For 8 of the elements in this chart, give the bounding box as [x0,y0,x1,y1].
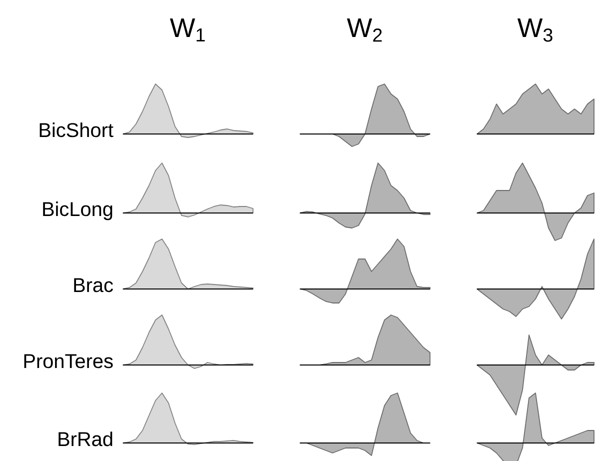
y-axis-title: Brac [74,278,113,292]
y-axis-title: PronTeres [24,354,113,368]
y-axis-title: BrRad [58,432,112,446]
chart-title: W$_{1}$ [170,18,205,42]
y-axis-title: BicLong [43,202,112,220]
chart-title: W$_{2}$ [346,18,382,42]
y-axis-title: BicShort [40,122,114,138]
chart-title: W$_{3}$ [517,18,552,42]
